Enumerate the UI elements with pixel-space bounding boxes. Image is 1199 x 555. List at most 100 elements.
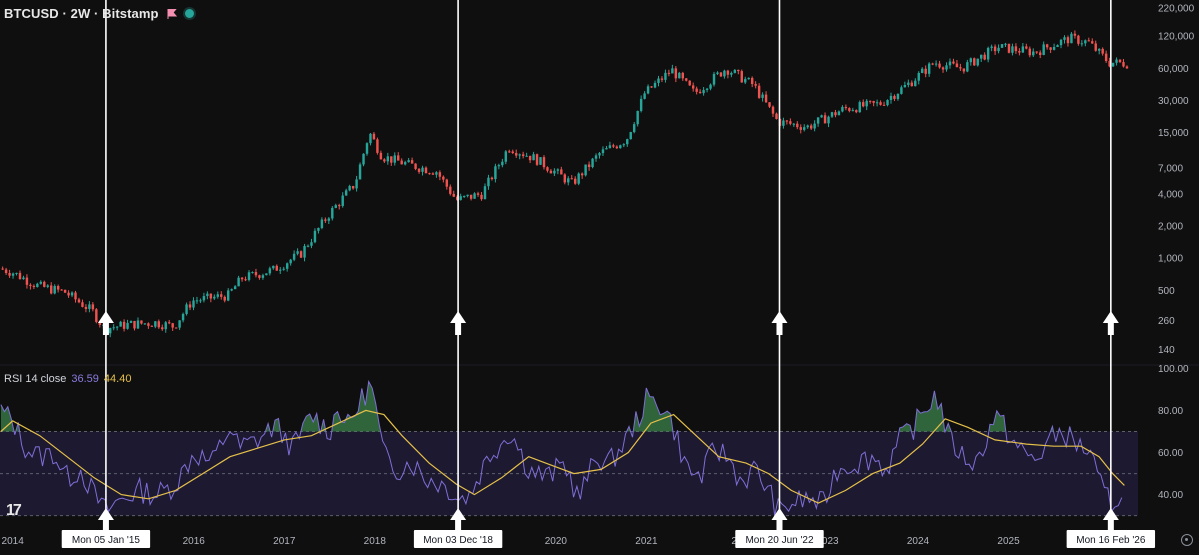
candle xyxy=(469,194,473,201)
candle xyxy=(414,163,417,171)
price-axis-label: 140 xyxy=(1158,345,1175,356)
candle xyxy=(133,320,136,331)
gear-icon[interactable] xyxy=(1181,534,1193,546)
candle xyxy=(966,59,969,73)
candle-body xyxy=(428,173,431,175)
candle xyxy=(115,326,119,331)
candle xyxy=(851,107,855,112)
candle-body xyxy=(299,251,303,258)
candle xyxy=(462,195,466,198)
candle xyxy=(60,289,63,291)
candle xyxy=(1104,50,1108,63)
marker-date-text: Mon 20 Jun '22 xyxy=(745,535,814,546)
candle-body xyxy=(39,281,43,284)
candle xyxy=(744,76,747,85)
candle xyxy=(674,66,678,83)
candle xyxy=(174,327,178,329)
candle-body xyxy=(639,98,643,111)
candle xyxy=(914,78,917,87)
candle xyxy=(43,280,46,288)
candle xyxy=(848,107,851,113)
candle-body xyxy=(945,65,948,70)
candle-body xyxy=(542,157,546,168)
candle-body xyxy=(1052,47,1056,50)
candle xyxy=(338,203,341,210)
year-axis-label: 2025 xyxy=(997,536,1020,547)
candle xyxy=(910,80,914,87)
candle xyxy=(837,110,841,116)
candle-body xyxy=(414,163,417,169)
candle xyxy=(331,206,334,221)
candle xyxy=(796,121,799,130)
candle-body xyxy=(435,172,438,175)
candle-body xyxy=(889,95,893,101)
candle-body xyxy=(938,63,941,68)
rsi-legend-title: RSI 14 close xyxy=(4,373,67,385)
candle xyxy=(303,243,306,262)
rsi-legend[interactable]: RSI 14 close 36.59 44.40 xyxy=(4,373,131,385)
candle xyxy=(1063,35,1066,44)
candle xyxy=(1025,43,1028,50)
candle xyxy=(560,166,563,175)
candle xyxy=(719,72,723,78)
candle-body xyxy=(174,327,178,329)
candle xyxy=(733,69,737,74)
candle-body xyxy=(438,172,442,177)
candle-body xyxy=(268,268,272,274)
candle xyxy=(25,274,29,289)
year-axis-label: 2016 xyxy=(183,536,206,547)
candle-body xyxy=(202,296,206,301)
candle xyxy=(11,272,15,279)
candle-body xyxy=(1035,51,1038,53)
candle-body xyxy=(632,124,636,133)
candle xyxy=(81,299,84,308)
candle-body xyxy=(594,155,598,159)
candle-body xyxy=(882,104,886,106)
candle xyxy=(573,176,577,185)
candle xyxy=(629,131,632,140)
candle-body xyxy=(379,152,383,160)
candle xyxy=(195,296,199,304)
candle-body xyxy=(1032,51,1035,56)
candle-body xyxy=(310,242,313,246)
candle xyxy=(164,321,167,333)
candle-body xyxy=(136,320,140,329)
flag-icon[interactable] xyxy=(167,8,177,19)
candle xyxy=(879,100,882,106)
tradingview-logo-icon[interactable]: 17 xyxy=(6,502,22,519)
candle xyxy=(955,59,959,68)
candle-body xyxy=(334,205,337,208)
candle xyxy=(261,273,265,280)
marker-arrow-top-icon xyxy=(97,311,114,335)
candle xyxy=(986,46,990,63)
candle xyxy=(53,284,56,295)
candle-body xyxy=(456,196,459,200)
candle xyxy=(740,69,743,83)
symbol-title[interactable]: BTCUSD · 2W · Bitstamp xyxy=(4,6,159,21)
candle xyxy=(737,69,740,75)
candle-body xyxy=(1125,66,1129,69)
candle xyxy=(518,153,521,160)
candle xyxy=(167,319,171,325)
candle xyxy=(428,172,431,175)
candle xyxy=(594,153,598,162)
candle xyxy=(1000,44,1004,48)
candle-body xyxy=(841,106,844,112)
candle-body xyxy=(46,285,49,287)
candle xyxy=(615,145,619,150)
candle-body xyxy=(442,176,445,180)
candle-body xyxy=(383,159,386,162)
candle xyxy=(233,285,237,290)
candle-body xyxy=(907,82,910,85)
candle xyxy=(376,137,379,155)
candle xyxy=(379,150,383,160)
candle xyxy=(865,99,868,111)
candle xyxy=(685,77,688,82)
candle-body xyxy=(643,93,646,99)
candle-body xyxy=(112,327,115,329)
candle-body xyxy=(122,321,126,329)
candle xyxy=(882,101,886,106)
candle-body xyxy=(424,167,428,174)
